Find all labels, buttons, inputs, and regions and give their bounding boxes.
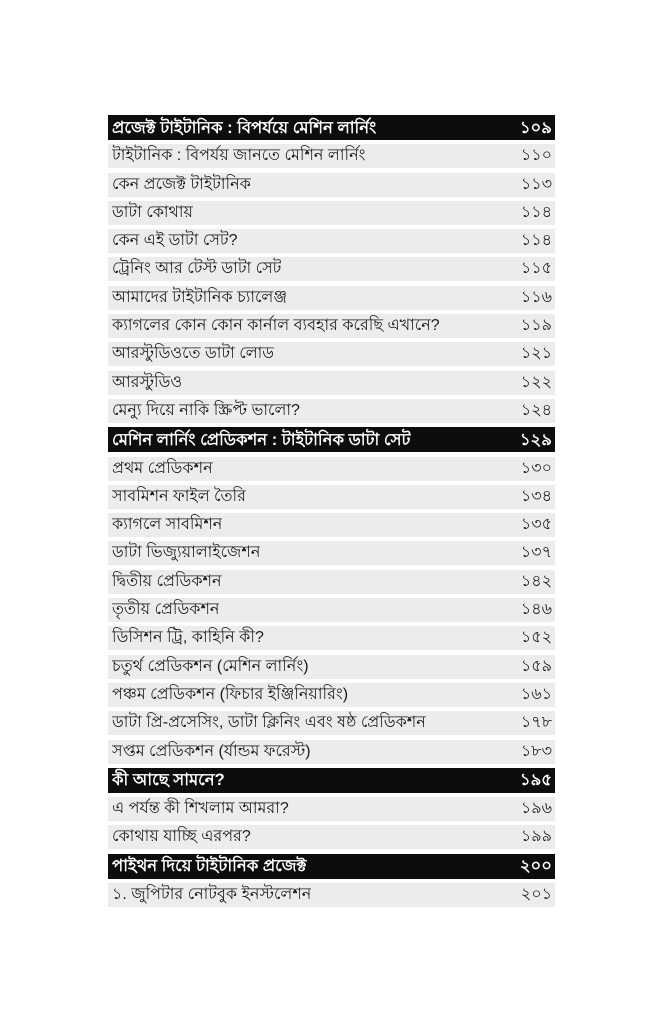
toc-item: মেন্যু দিয়ে নাকি স্ক্রিপ্ট ভালো? ১২৪ — [108, 398, 555, 423]
toc-item-page: ১৩৫ — [520, 516, 552, 534]
toc-item-label: আরস্টুডিও — [112, 373, 183, 391]
toc-item-page: ১১৬ — [520, 288, 552, 306]
toc-item-page: ১২২ — [520, 373, 552, 391]
toc-item: কেন প্রজেক্ট টাইটানিক ১১৩ — [108, 172, 555, 197]
toc-item-label: কেন প্রজেক্ট টাইটানিক — [112, 175, 251, 193]
toc-item-page: ১৩০ — [520, 459, 552, 477]
toc-item-page: ১২১ — [520, 345, 552, 363]
toc-item: ক্যাগলের কোন কোন কার্নাল ব্যবহার করেছি এ… — [108, 314, 555, 339]
toc-item-page: ১৩৭ — [520, 544, 552, 562]
toc-item-label: তৃতীয় প্রেডিকশন — [112, 601, 220, 619]
toc-section-title: কী আছে সামনে? — [112, 771, 225, 790]
toc-item-label: কোথায় যাচ্ছি এরপর? — [112, 828, 251, 846]
toc-section-header: মেশিন লার্নিং প্রেডিকশন : টাইটানিক ডাটা … — [108, 427, 555, 453]
toc-item: পঞ্চম প্রেডিকশন (ফিচার ইঞ্জিনিয়ারিং) ১৬১ — [108, 682, 555, 707]
toc-item-page: ১৪৬ — [520, 601, 552, 619]
toc-item-label: এ পর্যন্ত কী শিখলাম আমরা? — [112, 800, 289, 818]
toc-item: কোথায় যাচ্ছি এরপর? ১৯৯ — [108, 825, 555, 850]
toc-item-label: ডিসিশন ট্রি, কাহিনি কী? — [112, 629, 264, 647]
toc-item-page: ১৫৯ — [520, 657, 552, 675]
toc-item-label: কেন এই ডাটা সেট? — [112, 232, 238, 250]
toc-item: দ্বিতীয় প্রেডিকশন ১৪২ — [108, 569, 555, 594]
toc-item-label: পঞ্চম প্রেডিকশন (ফিচার ইঞ্জিনিয়ারিং) — [112, 685, 349, 703]
toc-item-page: ১৯৯ — [520, 828, 552, 846]
toc-item: চতুর্থ প্রেডিকশন (মেশিন লার্নিং) ১৫৯ — [108, 654, 555, 679]
toc-item-label: চতুর্থ প্রেডিকশন (মেশিন লার্নিং) — [112, 657, 309, 675]
toc-item-page: ১১৪ — [520, 232, 552, 250]
toc-item: ১. জুপিটার নোটবুক ইনস্টলেশন ২০১ — [108, 883, 555, 908]
toc-item: ট্রেনিং আর টেস্ট ডাটা সেট ১১৫ — [108, 257, 555, 282]
toc-section-header: প্রজেক্ট টাইটানিক : বিপর্যয়ে মেশিন লার্… — [108, 115, 555, 140]
toc-item-label: সপ্তম প্রেডিকশন (র্যান্ডম ফরেস্ট) — [112, 742, 311, 760]
toc-item-label: ১. জুপিটার নোটবুক ইনস্টলেশন — [112, 886, 312, 904]
toc-section-page: ১২৯ — [519, 430, 552, 449]
toc-item-page: ১৬১ — [520, 685, 552, 703]
toc-item-label: ক্যাগলে সাবমিশন — [112, 516, 223, 534]
toc-item: টাইটানিক : বিপর্যয় জানতে মেশিন লার্নিং ১… — [108, 144, 555, 169]
toc-item: তৃতীয় প্রেডিকশন ১৪৬ — [108, 598, 555, 623]
toc-item-page: ১৫২ — [520, 629, 552, 647]
toc-item: এ পর্যন্ত কী শিখলাম আমরা? ১৯৬ — [108, 797, 555, 822]
toc-item: আমাদের টাইটানিক চ্যালেঞ্জ ১১৬ — [108, 285, 555, 310]
toc-item-label: ক্যাগলের কোন কোন কার্নাল ব্যবহার করেছি এ… — [112, 317, 440, 335]
toc-item-page: ১১৩ — [520, 175, 552, 193]
toc: প্রজেক্ট টাইটানিক : বিপর্যয়ে মেশিন লার্… — [108, 115, 555, 911]
toc-item-label: ডাটা কোথায় — [112, 203, 193, 221]
toc-item-page: ১৮৩ — [520, 742, 552, 760]
toc-item-label: টাইটানিক : বিপর্যয় জানতে মেশিন লার্নিং — [112, 147, 366, 165]
toc-item: সপ্তম প্রেডিকশন (র্যান্ডম ফরেস্ট) ১৮৩ — [108, 739, 555, 764]
toc-item-page: ১১০ — [520, 147, 552, 165]
toc-item: ক্যাগলে সাবমিশন ১৩৫ — [108, 513, 555, 538]
toc-item-page: ১৯৬ — [520, 800, 552, 818]
toc-item: কেন এই ডাটা সেট? ১১৪ — [108, 229, 555, 254]
toc-item-page: ১১৯ — [520, 317, 552, 335]
toc-item-page: ১১৫ — [520, 260, 552, 278]
toc-item-page: ২০১ — [520, 886, 552, 904]
toc-section-title: পাইথন দিয়ে টাইটানিক প্রজেক্ট — [112, 857, 307, 876]
toc-item: প্রথম প্রেডিকশন ১৩০ — [108, 456, 555, 481]
toc-item-label: ট্রেনিং আর টেস্ট ডাটা সেট — [112, 260, 282, 278]
toc-item-page: ১১৪ — [520, 203, 552, 221]
toc-item: ডাটা কোথায় ১১৪ — [108, 200, 555, 225]
toc-item-page: ১২৪ — [520, 401, 552, 419]
toc-section-title: প্রজেক্ট টাইটানিক : বিপর্যয়ে মেশিন লার্… — [112, 118, 377, 137]
toc-item: আরস্টুডিওতে ডাটা লোড ১২১ — [108, 342, 555, 367]
toc-item-label: ডাটা ভিজ্যুয়ালাইজেশন — [112, 544, 261, 562]
toc-item-page: ১৩৪ — [520, 487, 552, 505]
toc-item-label: ডাটা প্রি-প্রসেসিং, ডাটা ক্লিনিং এবং ষষ্… — [112, 714, 426, 732]
toc-item-page: ১৭৮ — [520, 714, 552, 732]
toc-section-title: মেশিন লার্নিং প্রেডিকশন : টাইটানিক ডাটা … — [112, 430, 411, 449]
toc-item-label: প্রথম প্রেডিকশন — [112, 459, 213, 477]
toc-item-label: দ্বিতীয় প্রেডিকশন — [112, 572, 222, 590]
toc-section-page: ১০৯ — [519, 118, 552, 137]
toc-item-page: ১৪২ — [520, 572, 552, 590]
toc-item-label: আরস্টুডিওতে ডাটা লোড — [112, 345, 275, 363]
toc-item-label: সাবমিশন ফাইল তৈরি — [112, 487, 246, 505]
toc-item: ডাটা প্রি-প্রসেসিং, ডাটা ক্লিনিং এবং ষষ্… — [108, 711, 555, 736]
toc-item: আরস্টুডিও ১২২ — [108, 370, 555, 395]
toc-section-page: ১৯৫ — [519, 771, 552, 790]
toc-section-header: কী আছে সামনে? ১৯৫ — [108, 767, 555, 793]
toc-section-page: ২০০ — [519, 857, 552, 876]
toc-item-label: মেন্যু দিয়ে নাকি স্ক্রিপ্ট ভালো? — [112, 401, 300, 419]
toc-item-label: আমাদের টাইটানিক চ্যালেঞ্জ — [112, 288, 288, 306]
toc-item: সাবমিশন ফাইল তৈরি ১৩৪ — [108, 484, 555, 509]
toc-item: ডাটা ভিজ্যুয়ালাইজেশন ১৩৭ — [108, 541, 555, 566]
toc-section-header: পাইথন দিয়ে টাইটানিক প্রজেক্ট ২০০ — [108, 853, 555, 879]
toc-item: ডিসিশন ট্রি, কাহিনি কী? ১৫২ — [108, 626, 555, 651]
